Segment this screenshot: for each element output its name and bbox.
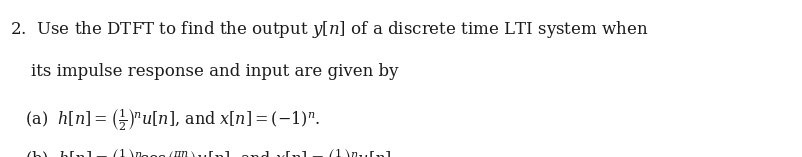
Text: 2.  Use the DTFT to find the output $y[n]$ of a discrete time LTI system when: 2. Use the DTFT to find the output $y[n]… (10, 19, 648, 40)
Text: (a)  $h[n] = \left(\frac{1}{2}\right)^{\!n} u[n]$, and $x[n] = (-1)^{n}$.: (a) $h[n] = \left(\frac{1}{2}\right)^{\!… (10, 107, 320, 133)
Text: its impulse response and input are given by: its impulse response and input are given… (10, 63, 398, 80)
Text: (b)  $h[n] = \left(\frac{1}{2}\right)^{\!n}\!\cos\!\left(\frac{\pi n}{2}\right) : (b) $h[n] = \left(\frac{1}{2}\right)^{\!… (10, 146, 396, 157)
